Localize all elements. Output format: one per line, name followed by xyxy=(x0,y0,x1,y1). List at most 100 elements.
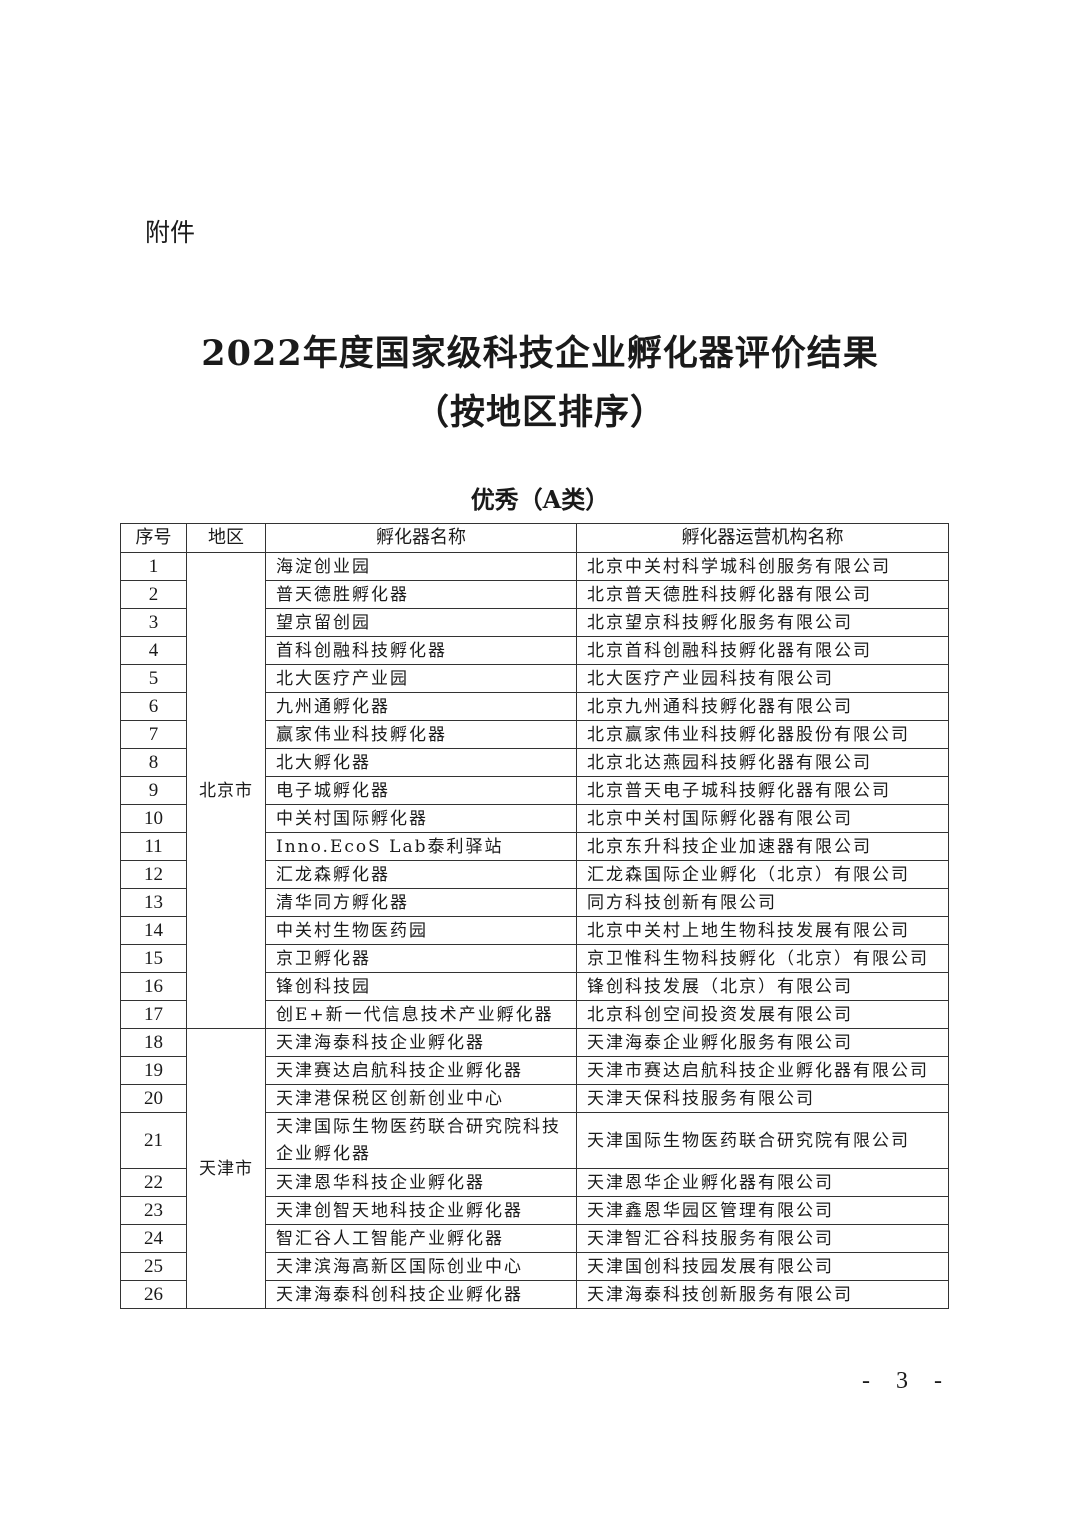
row-index: 17 xyxy=(120,1000,187,1029)
operator-name: 北京普天电子城科技孵化器有限公司 xyxy=(576,776,949,805)
table-header-row: 序号 地区 孵化器名称 孵化器运营机构名称 xyxy=(120,523,949,553)
row-index: 18 xyxy=(120,1028,187,1057)
operator-name: 北京科创空间投资发展有限公司 xyxy=(576,1000,949,1029)
incubator-name: 创E+新一代信息技术产业孵化器 xyxy=(265,1000,577,1029)
operator-name: 天津鑫恩华园区管理有限公司 xyxy=(576,1196,949,1225)
incubator-name: 京卫孵化器 xyxy=(265,944,577,973)
incubator-name: 首科创融科技孵化器 xyxy=(265,636,577,665)
row-index: 10 xyxy=(120,804,187,833)
incubator-name: 电子城孵化器 xyxy=(265,776,577,805)
document-title: 2022年度国家级科技企业孵化器评价结果 xyxy=(201,333,879,374)
operator-name: 北京九州通科技孵化器有限公司 xyxy=(576,692,949,721)
row-index: 5 xyxy=(120,664,187,693)
document-subtitle: （按地区排序） xyxy=(413,392,666,433)
table-row: 10 中关村国际孵化器 北京中关村国际孵化器有限公司 xyxy=(120,804,949,833)
operator-name: 天津智汇谷科技服务有限公司 xyxy=(576,1224,949,1253)
incubator-name: 望京留创园 xyxy=(265,608,577,637)
attachment-label: 附件 xyxy=(145,218,196,247)
operator-name: 天津市赛达启航科技企业孵化器有限公司 xyxy=(576,1056,949,1085)
table-row: 14 中关村生物医药园 北京中关村上地生物科技发展有限公司 xyxy=(120,916,949,945)
category-heading: 优秀（A类） xyxy=(470,485,610,514)
table-row: 23 天津创智天地科技企业孵化器 天津鑫恩华园区管理有限公司 xyxy=(120,1196,949,1225)
operator-name: 北京普天德胜科技孵化器有限公司 xyxy=(576,580,949,609)
incubator-name: 中关村生物医药园 xyxy=(265,916,577,945)
operator-name: 天津国际生物医药联合研究院有限公司 xyxy=(576,1112,949,1169)
row-index: 22 xyxy=(120,1168,187,1197)
table-row: 9 电子城孵化器 北京普天电子城科技孵化器有限公司 xyxy=(120,776,949,805)
row-index: 25 xyxy=(120,1252,187,1281)
row-index: 14 xyxy=(120,916,187,945)
table-row: 1 北京市 海淀创业园 北京中关村科学城科创服务有限公司 xyxy=(120,552,949,1029)
operator-name: 北京中关村国际孵化器有限公司 xyxy=(576,804,949,833)
row-index: 23 xyxy=(120,1196,187,1225)
table-row: 15 京卫孵化器 京卫惟科生物科技孵化（北京）有限公司 xyxy=(120,944,949,973)
operator-name: 京卫惟科生物科技孵化（北京）有限公司 xyxy=(576,944,949,973)
incubator-name: 智汇谷人工智能产业孵化器 xyxy=(265,1224,577,1253)
operator-name: 北京中关村科学城科创服务有限公司 xyxy=(576,552,949,581)
operator-name: 北大医疗产业园科技有限公司 xyxy=(576,664,949,693)
row-index: 19 xyxy=(120,1056,187,1085)
table-row: 6 九州通孵化器 北京九州通科技孵化器有限公司 xyxy=(120,692,949,721)
row-index: 21 xyxy=(120,1112,187,1169)
operator-name: 天津恩华企业孵化器有限公司 xyxy=(576,1168,949,1197)
table-row: 26 天津海泰科创科技企业孵化器 天津海泰科技创新服务有限公司 xyxy=(120,1280,949,1309)
row-index: 8 xyxy=(120,748,187,777)
operator-name: 北京赢家伟业科技孵化器股份有限公司 xyxy=(576,720,949,749)
header-region: 地区 xyxy=(186,523,266,553)
header-index: 序号 xyxy=(120,523,187,553)
incubator-name: 清华同方孵化器 xyxy=(265,888,577,917)
row-index: 6 xyxy=(120,692,187,721)
row-index: 7 xyxy=(120,720,187,749)
table-row: 11 Inno.EcoS Lab泰利驿站 北京东升科技企业加速器有限公司 xyxy=(120,832,949,861)
operator-name: 锋创科技发展（北京）有限公司 xyxy=(576,972,949,1001)
table-row: 18 天津市 天津海泰科技企业孵化器 天津海泰企业孵化服务有限公司 xyxy=(120,1028,949,1309)
table-row: 2 普天德胜孵化器 北京普天德胜科技孵化器有限公司 xyxy=(120,580,949,609)
row-index: 24 xyxy=(120,1224,187,1253)
incubator-name: 海淀创业园 xyxy=(265,552,577,581)
row-index: 1 xyxy=(120,552,187,581)
row-index: 16 xyxy=(120,972,187,1001)
incubator-name: 北大医疗产业园 xyxy=(265,664,577,693)
operator-name: 天津海泰企业孵化服务有限公司 xyxy=(576,1028,949,1057)
operator-name: 同方科技创新有限公司 xyxy=(576,888,949,917)
row-index: 11 xyxy=(120,832,187,861)
operator-name: 北京东升科技企业加速器有限公司 xyxy=(576,832,949,861)
page-number: - 3 - xyxy=(862,1368,952,1394)
table-row: 21 天津国际生物医药联合研究院科技企业孵化器 天津国际生物医药联合研究院有限公司 xyxy=(120,1112,949,1169)
operator-name: 天津海泰科技创新服务有限公司 xyxy=(576,1280,949,1309)
table-row: 13 清华同方孵化器 同方科技创新有限公司 xyxy=(120,888,949,917)
table-row: 16 锋创科技园 锋创科技发展（北京）有限公司 xyxy=(120,972,949,1001)
operator-name: 天津天保科技服务有限公司 xyxy=(576,1084,949,1113)
incubator-name: 九州通孵化器 xyxy=(265,692,577,721)
header-incubator-name: 孵化器名称 xyxy=(265,523,577,553)
row-index: 15 xyxy=(120,944,187,973)
incubator-name: 天津海泰科创科技企业孵化器 xyxy=(265,1280,577,1309)
table-row: 8 北大孵化器 北京北达燕园科技孵化器有限公司 xyxy=(120,748,949,777)
results-table: 序号 地区 孵化器名称 孵化器运营机构名称 1 北京市 海淀创业园 北京中关村科学城科… xyxy=(120,523,949,1309)
row-index: 12 xyxy=(120,860,187,889)
incubator-name: 赢家伟业科技孵化器 xyxy=(265,720,577,749)
incubator-name: 天津港保税区创新创业中心 xyxy=(265,1084,577,1113)
incubator-name: 天津创智天地科技企业孵化器 xyxy=(265,1196,577,1225)
table-row: 20 天津港保税区创新创业中心 天津天保科技服务有限公司 xyxy=(120,1084,949,1113)
row-index: 4 xyxy=(120,636,187,665)
region-cell: 北京市 xyxy=(186,552,266,1029)
row-index: 9 xyxy=(120,776,187,805)
operator-name: 北京北达燕园科技孵化器有限公司 xyxy=(576,748,949,777)
row-index: 20 xyxy=(120,1084,187,1113)
table-row: 3 望京留创园 北京望京科技孵化服务有限公司 xyxy=(120,608,949,637)
incubator-name: 中关村国际孵化器 xyxy=(265,804,577,833)
row-index: 26 xyxy=(120,1280,187,1309)
incubator-name: 天津海泰科技企业孵化器 xyxy=(265,1028,577,1057)
operator-name: 天津国创科技园发展有限公司 xyxy=(576,1252,949,1281)
incubator-name: 北大孵化器 xyxy=(265,748,577,777)
operator-name: 北京中关村上地生物科技发展有限公司 xyxy=(576,916,949,945)
operator-name: 北京望京科技孵化服务有限公司 xyxy=(576,608,949,637)
operator-name: 北京首科创融科技孵化器有限公司 xyxy=(576,636,949,665)
incubator-name: 天津国际生物医药联合研究院科技企业孵化器 xyxy=(265,1112,577,1169)
incubator-name: 锋创科技园 xyxy=(265,972,577,1001)
incubator-name: 普天德胜孵化器 xyxy=(265,580,577,609)
row-index: 2 xyxy=(120,580,187,609)
row-index: 13 xyxy=(120,888,187,917)
table-body: 1 北京市 海淀创业园 北京中关村科学城科创服务有限公司 2 普天德胜孵化器 北京普天德胜科… xyxy=(120,552,949,1309)
